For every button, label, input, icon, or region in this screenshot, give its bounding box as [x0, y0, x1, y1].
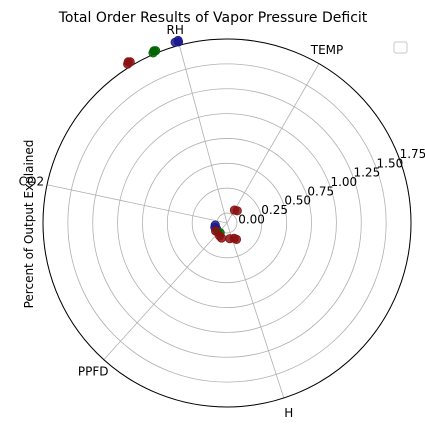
angular-gridline-2	[46, 184, 228, 224]
category-label-temp: TEMP	[310, 43, 344, 57]
radial-tick-label: 0.50	[284, 194, 311, 208]
legend	[393, 41, 408, 54]
data-point-series-2	[231, 234, 242, 244]
data-point-series-2	[216, 233, 227, 243]
radial-tick-label: 1.50	[377, 156, 404, 170]
radial-tick-label: 0.25	[261, 203, 288, 217]
radial-tick-label: 0.75	[307, 184, 334, 198]
radial-gridline-3	[142, 138, 312, 308]
axis-labels: TEMPRHCO2PPFDH0.000.250.500.751.001.251.…	[19, 23, 425, 420]
data-point-series-2	[232, 206, 242, 216]
data-point-series-2	[210, 226, 221, 236]
radial-gridline-6	[67, 63, 387, 383]
data-point-series-1	[151, 46, 161, 56]
radial-tick-label: 1.25	[353, 166, 380, 180]
radial-gridline-5	[92, 88, 362, 358]
data-point-series-2	[125, 57, 135, 67]
angular-gridline-0	[226, 63, 320, 224]
angular-gridline-1	[178, 45, 228, 224]
radial-tick-label: 0.00	[238, 212, 265, 226]
angular-gridline-4	[226, 222, 285, 399]
chart-title: Total Order Results of Vapor Pressure De…	[58, 10, 368, 26]
radial-gridline-2	[166, 162, 288, 284]
radial-tick-label: 1.75	[400, 147, 425, 161]
polar-outer-spine	[42, 38, 412, 408]
polar-grid	[42, 38, 412, 408]
radial-gridline-1	[191, 187, 263, 259]
category-label-co2: CO2	[19, 174, 44, 188]
category-label-h: H	[284, 406, 293, 420]
radial-gridline-4	[117, 113, 337, 333]
data-point-series-0	[170, 37, 180, 47]
data-points	[123, 35, 242, 244]
y-axis-label: Percent of Output Explained	[22, 140, 36, 309]
radial-tick-label: 1.00	[330, 175, 357, 189]
category-label-rh: RH	[167, 23, 184, 37]
category-label-ppfd: PPFD	[78, 365, 109, 379]
angular-gridline-3	[103, 222, 228, 361]
